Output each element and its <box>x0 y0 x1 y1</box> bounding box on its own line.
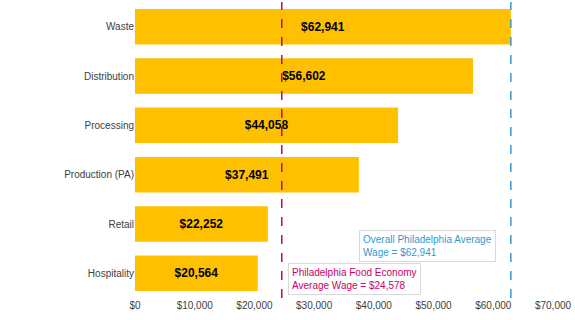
svg-text:Production (PA): Production (PA) <box>64 169 134 180</box>
svg-text:Hospitality: Hospitality <box>88 268 134 279</box>
svg-text:$20,564: $20,564 <box>175 266 219 280</box>
svg-text:$50,000: $50,000 <box>415 300 452 311</box>
svg-text:Overall Philadelphia AverageWa: Overall Philadelphia AverageWage = $62,9… <box>363 234 492 258</box>
svg-text:Retail: Retail <box>108 219 134 230</box>
svg-text:$20,000: $20,000 <box>236 300 273 311</box>
svg-text:$30,000: $30,000 <box>296 300 333 311</box>
svg-text:$37,491: $37,491 <box>225 168 269 182</box>
svg-text:$70,000: $70,000 <box>535 300 572 311</box>
svg-text:$22,252: $22,252 <box>180 217 224 231</box>
svg-text:$44,058: $44,058 <box>245 118 289 132</box>
svg-text:$60,000: $60,000 <box>475 300 512 311</box>
svg-text:Philadelphia Food EconomyAvera: Philadelphia Food EconomyAverage Wage = … <box>292 267 417 291</box>
svg-text:Distribution: Distribution <box>84 71 134 82</box>
svg-text:$0: $0 <box>129 300 141 311</box>
svg-text:$40,000: $40,000 <box>356 300 393 311</box>
svg-text:Processing: Processing <box>85 120 134 131</box>
svg-text:$56,602: $56,602 <box>282 69 326 83</box>
svg-text:$10,000: $10,000 <box>177 300 214 311</box>
svg-text:$62,941: $62,941 <box>301 20 345 34</box>
svg-text:Waste: Waste <box>106 21 134 32</box>
